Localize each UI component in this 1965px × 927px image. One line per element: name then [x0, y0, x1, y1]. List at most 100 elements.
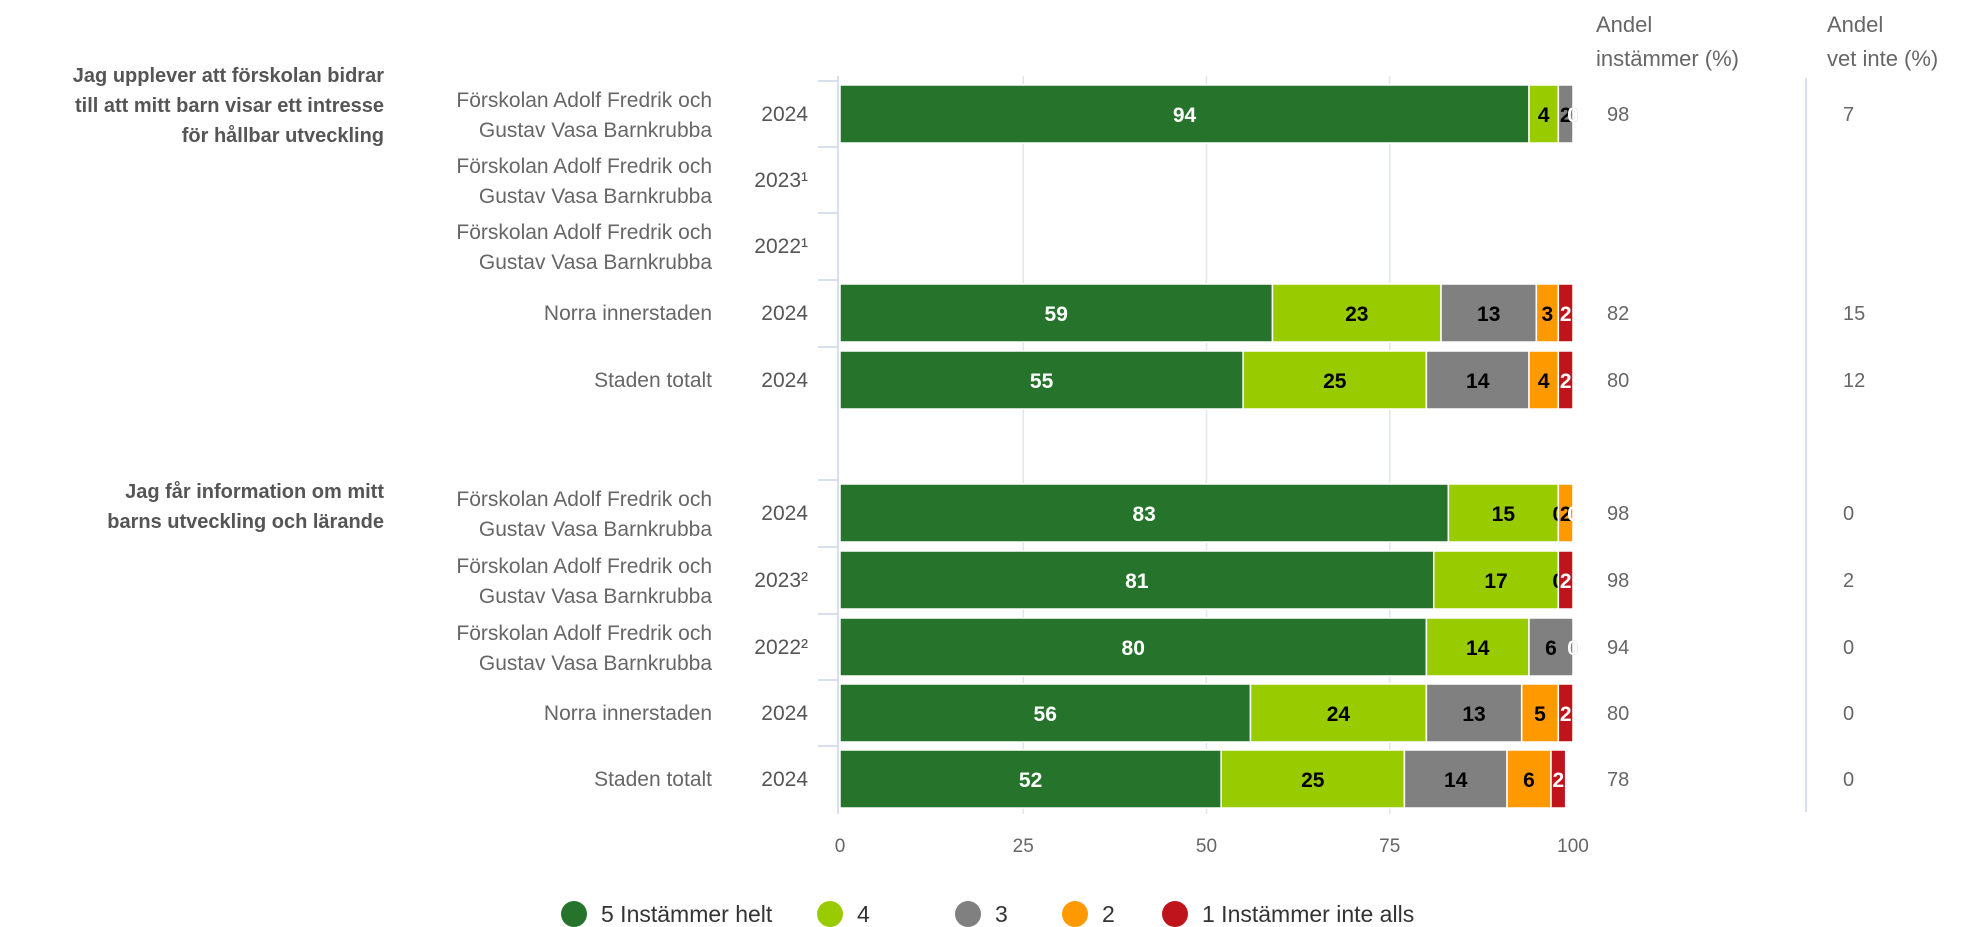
- bar-segment-1: [1550, 749, 1567, 809]
- bar-segment-4: [1220, 749, 1406, 809]
- year-label: 2022¹: [754, 235, 808, 258]
- x-tick-label: 75: [1379, 836, 1400, 857]
- data-label: 14: [1444, 769, 1468, 792]
- unit-label: Förskolan Adolf Fredrik och: [456, 89, 712, 112]
- legend-marker[interactable]: [817, 901, 843, 927]
- data-label: 0: [1567, 637, 1579, 660]
- question-label: till att mitt barn visar ett intresse: [75, 95, 384, 117]
- data-label: 0: [1567, 637, 1579, 660]
- legend-item-label: 3: [995, 901, 1008, 927]
- question-label: för hållbar utveckling: [182, 124, 384, 147]
- agree-value: 80: [1607, 703, 1629, 725]
- data-label: 13: [1462, 703, 1485, 726]
- bar-segment-3: [1425, 350, 1530, 410]
- bar-segment-3: [1425, 683, 1523, 743]
- dont-know-value: 12: [1843, 370, 1865, 392]
- data-label: 59: [1045, 303, 1068, 326]
- unit-label: Gustav Vasa Barnkrubba: [479, 119, 712, 142]
- year-label: 2023¹: [754, 169, 808, 192]
- unit-label: Gustav Vasa Barnkrubba: [479, 518, 712, 541]
- agree-value: 98: [1607, 570, 1629, 592]
- data-label: 55: [1030, 370, 1054, 393]
- bar-segment-1: [1557, 283, 1574, 343]
- data-label: 5: [1534, 703, 1546, 726]
- data-label: 0: [1567, 503, 1579, 526]
- year-label: 2024: [761, 702, 808, 725]
- unit-label: Förskolan Adolf Fredrik och: [456, 622, 712, 645]
- bar-segment-4: [1425, 617, 1530, 677]
- data-label: 80: [1122, 637, 1145, 660]
- question-label: Jag upplever att förskolan bidrar: [73, 65, 384, 87]
- data-label: 14: [1466, 370, 1490, 393]
- data-label: 2: [1560, 104, 1572, 127]
- unit-label: Förskolan Adolf Fredrik och: [456, 155, 712, 178]
- agree-value: 78: [1607, 769, 1629, 791]
- agree-header-line1: Andel: [1596, 12, 1652, 37]
- dont-know-value: 7: [1843, 104, 1854, 126]
- bar-segment-5: [839, 550, 1435, 610]
- bar-segment-4: [1447, 483, 1560, 543]
- data-label: 25: [1323, 370, 1347, 393]
- unit-label: Förskolan Adolf Fredrik och: [456, 488, 712, 511]
- year-label: 2024: [761, 502, 808, 525]
- bar-segment-2: [1528, 350, 1560, 410]
- unit-label: Gustav Vasa Barnkrubba: [479, 185, 712, 208]
- x-tick-label: 0: [835, 836, 846, 857]
- legend-marker[interactable]: [1062, 901, 1088, 927]
- dont-know-value: 0: [1843, 637, 1854, 659]
- dont-know-value: 0: [1843, 769, 1854, 791]
- data-label: 17: [1484, 570, 1507, 593]
- question-label: barns utveckling och lärande: [107, 511, 384, 533]
- bar-segment-1: [1557, 550, 1574, 610]
- bar-segment-4: [1242, 350, 1428, 410]
- year-label: 2024: [761, 768, 808, 791]
- dont-know-value: 15: [1843, 303, 1865, 325]
- data-label: 13: [1477, 303, 1500, 326]
- dont-know-header-line1: Andel: [1827, 12, 1883, 37]
- bar-segment-2: [1506, 749, 1552, 809]
- legend-item-label: 2: [1102, 901, 1115, 927]
- unit-label: Gustav Vasa Barnkrubba: [479, 251, 712, 274]
- unit-label: Förskolan Adolf Fredrik och: [456, 221, 712, 244]
- year-label: 2023²: [754, 569, 808, 592]
- year-label: 2024: [761, 369, 808, 392]
- data-label: 6: [1523, 769, 1535, 792]
- legend-item-label: 4: [857, 901, 870, 927]
- data-label: 81: [1125, 570, 1149, 593]
- unit-label: Staden totalt: [594, 369, 712, 392]
- legend-marker[interactable]: [561, 901, 587, 927]
- legend-marker[interactable]: [955, 901, 981, 927]
- x-tick-label: 50: [1196, 836, 1217, 857]
- data-label: 0: [1567, 104, 1579, 127]
- bar-segment-4: [1249, 683, 1428, 743]
- agree-value: 98: [1607, 104, 1629, 126]
- bar-segment-3: [1557, 84, 1574, 144]
- bar-segment-5: [839, 483, 1450, 543]
- bar-segment-5: [839, 617, 1428, 677]
- unit-label: Staden totalt: [594, 768, 712, 791]
- x-tick-label: 100: [1557, 836, 1589, 857]
- data-label: 94: [1173, 104, 1197, 127]
- agree-value: 80: [1607, 370, 1629, 392]
- data-label: 2: [1552, 769, 1564, 792]
- year-label: 2024: [761, 302, 808, 325]
- data-label: 4: [1538, 370, 1550, 393]
- bar-segment-5: [839, 683, 1252, 743]
- bar-segment-4: [1271, 283, 1442, 343]
- agree-value: 94: [1607, 637, 1629, 659]
- unit-label: Gustav Vasa Barnkrubba: [479, 652, 712, 675]
- data-label: 2: [1560, 570, 1572, 593]
- data-label: 2: [1560, 303, 1572, 326]
- agree-header-line2: instämmer (%): [1596, 46, 1739, 71]
- dont-know-value: 0: [1843, 503, 1854, 525]
- bar-segment-1: [1557, 683, 1574, 743]
- legend-item-label: 5 Instämmer helt: [601, 901, 773, 927]
- bar-segment-3: [1528, 617, 1574, 677]
- legend-marker[interactable]: [1162, 901, 1188, 927]
- dont-know-value: 0: [1843, 703, 1854, 725]
- bar-segment-2: [1520, 683, 1560, 743]
- data-label: 2: [1560, 703, 1572, 726]
- data-label: 15: [1492, 503, 1516, 526]
- data-label: 56: [1034, 703, 1057, 726]
- data-label: 0: [1567, 104, 1579, 127]
